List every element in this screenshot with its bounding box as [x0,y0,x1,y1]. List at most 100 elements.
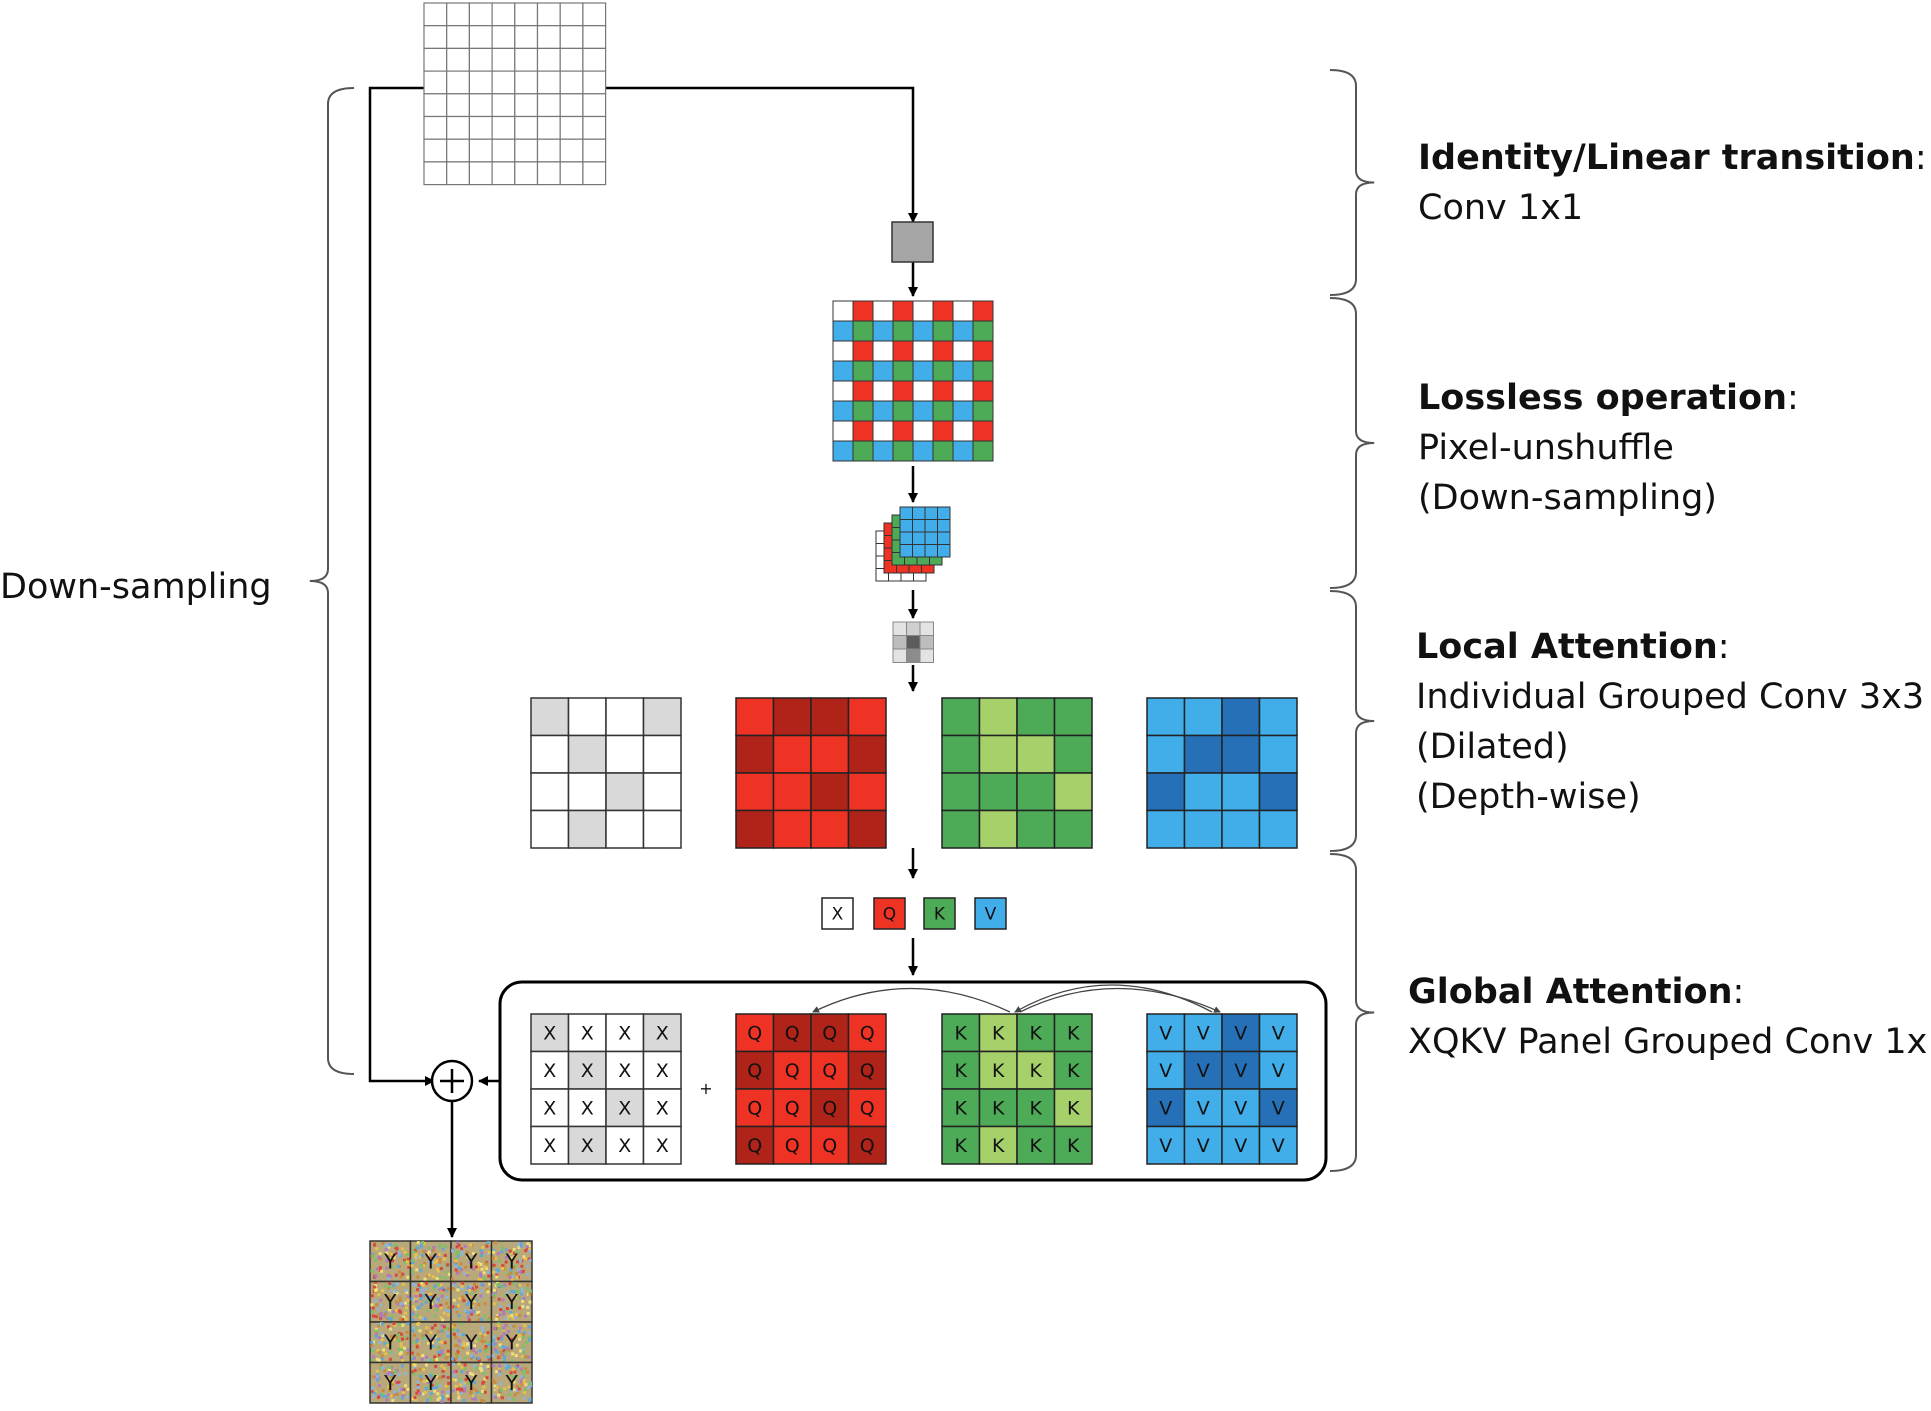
output-noise-dot [387,1277,391,1281]
pixel-unshuffle-grid-cell [852,420,874,442]
output-noise-dot [442,1311,446,1315]
global-grid-k-cell-label: K [1067,1023,1080,1045]
output-cell-label: Y [464,1371,478,1395]
attention-arc-v-to-k [1014,984,1213,1013]
input-grid-cell [582,47,607,72]
output-noise-dot [527,1249,531,1253]
stacked-channel-grid-cell [937,519,951,533]
output-noise-dot [388,1357,392,1361]
pixel-unshuffle-grid-cell [912,340,934,362]
output-noise-dot [420,1357,424,1361]
output-noise-dot [421,1241,425,1245]
input-grid-cell [536,93,561,118]
output-noise-dot [445,1394,449,1398]
global-grid-q-cell [810,1125,850,1165]
output-noise-dot [487,1274,491,1278]
output-noise-dot [460,1252,464,1256]
output-noise-dot [457,1362,461,1366]
output-noise-dot [414,1326,418,1330]
output-noise-dot [413,1368,417,1372]
output-noise-dot [469,1286,473,1290]
output-noise-dot [411,1305,415,1309]
output-noise-dot [472,1364,476,1368]
output-noise-dot [404,1372,408,1376]
output-noise-dot [520,1382,524,1386]
output-noise-dot [386,1372,390,1376]
output-noise-dot [487,1250,491,1254]
output-noise-dot [457,1344,461,1348]
input-grid-cell [468,25,493,50]
output-noise-dot [480,1289,484,1293]
output-noise-dot [371,1386,375,1390]
output-noise-dot [461,1346,465,1350]
output-noise-dot [456,1304,460,1308]
input-grid-cell [559,93,584,118]
output-noise-dot [473,1288,477,1292]
output-noise-dot [456,1271,460,1275]
pixel-unshuffle-grid-cell [892,420,914,442]
local-grid-v [1146,697,1298,849]
output-noise-dot [518,1269,522,1273]
output-noise-dot [518,1283,522,1287]
output-noise-dot [451,1362,455,1366]
pixel-unshuffle-grid-cell [972,340,994,362]
output-noise-dot [503,1355,507,1359]
output-noise-dot [459,1343,463,1347]
output-noise-dot [433,1284,437,1288]
output-noise-dot [478,1366,482,1370]
output-noise-dot [511,1316,515,1320]
output-noise-dot [494,1370,498,1374]
output-noise-dot [528,1247,532,1251]
input-grid-cell [423,138,448,163]
global-grid-x-cell-label: X [618,1098,631,1120]
output-noise-dot [452,1377,456,1381]
output-noise-dot [526,1247,530,1251]
output-noise-dot [447,1272,451,1276]
output-noise-dot [528,1292,532,1296]
output-noise-dot [424,1287,428,1291]
output-noise-dot [491,1343,495,1347]
output-noise-dot [527,1338,531,1342]
output-noise-dot [405,1352,409,1356]
output-noise-dot [475,1285,479,1289]
output-noise-dot [444,1288,448,1292]
output-noise-dot [459,1383,463,1387]
output-noise-dot [461,1281,465,1285]
input-grid-cell [536,115,561,140]
output-noise-dot [527,1325,531,1329]
output-noise-dot [500,1337,504,1341]
global-grid-k-cell [978,1125,1018,1165]
output-noise-dot [472,1252,476,1256]
output-noise-dot [415,1338,419,1342]
output-noise-dot [498,1343,502,1347]
output-noise-dot [406,1387,410,1391]
output-noise-dot [438,1339,442,1343]
output-noise-dot [396,1282,400,1286]
local-grid-k-cell [978,734,1018,774]
local-grid-v-cell [1146,697,1186,737]
output-noise-dot [403,1311,407,1315]
output-noise-dot [454,1264,458,1268]
pixel-unshuffle-grid-cell [952,440,974,462]
output-noise-dot [475,1366,479,1370]
output-noise-dot [502,1349,506,1353]
global-grid-x-cell-label: X [543,1098,556,1120]
output-noise-dot [383,1312,387,1316]
output-noise-dot [512,1388,516,1392]
output-noise-dot [387,1378,391,1382]
output-noise-dot [399,1332,403,1336]
input-grid-cell [536,161,561,186]
output-noise-dot [492,1263,496,1267]
output-noise-dot [401,1247,405,1251]
output-noise-dot [427,1250,431,1254]
local-grid-q-cell [772,734,812,774]
output-noise-dot [495,1273,499,1277]
output-noise-dot [385,1266,389,1270]
output-noise-dot [423,1317,427,1321]
global-grid-x-cell [642,1125,682,1165]
output-noise-dot [429,1373,433,1377]
pixel-unshuffle-grid [832,300,994,462]
output-noise-dot [447,1381,451,1385]
output-noise-dot [512,1375,516,1379]
pixel-unshuffle-grid-cell [932,440,954,462]
